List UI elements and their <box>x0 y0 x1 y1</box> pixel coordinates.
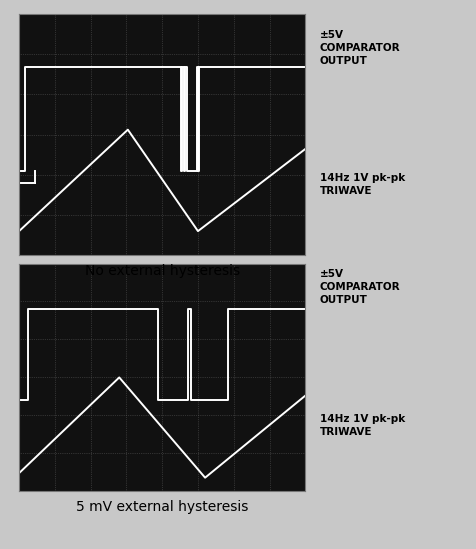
Text: 5 mV external hysteresis: 5 mV external hysteresis <box>76 500 248 514</box>
Text: No external hysteresis: No external hysteresis <box>84 264 239 278</box>
Text: 14Hz 1V pk-pk
TRIWAVE: 14Hz 1V pk-pk TRIWAVE <box>319 173 404 196</box>
Text: ±5V
COMPARATOR
OUTPUT: ±5V COMPARATOR OUTPUT <box>319 30 399 66</box>
Text: 14Hz 1V pk-pk
TRIWAVE: 14Hz 1V pk-pk TRIWAVE <box>319 414 404 436</box>
Text: ±5V
COMPARATOR
OUTPUT: ±5V COMPARATOR OUTPUT <box>319 269 399 305</box>
